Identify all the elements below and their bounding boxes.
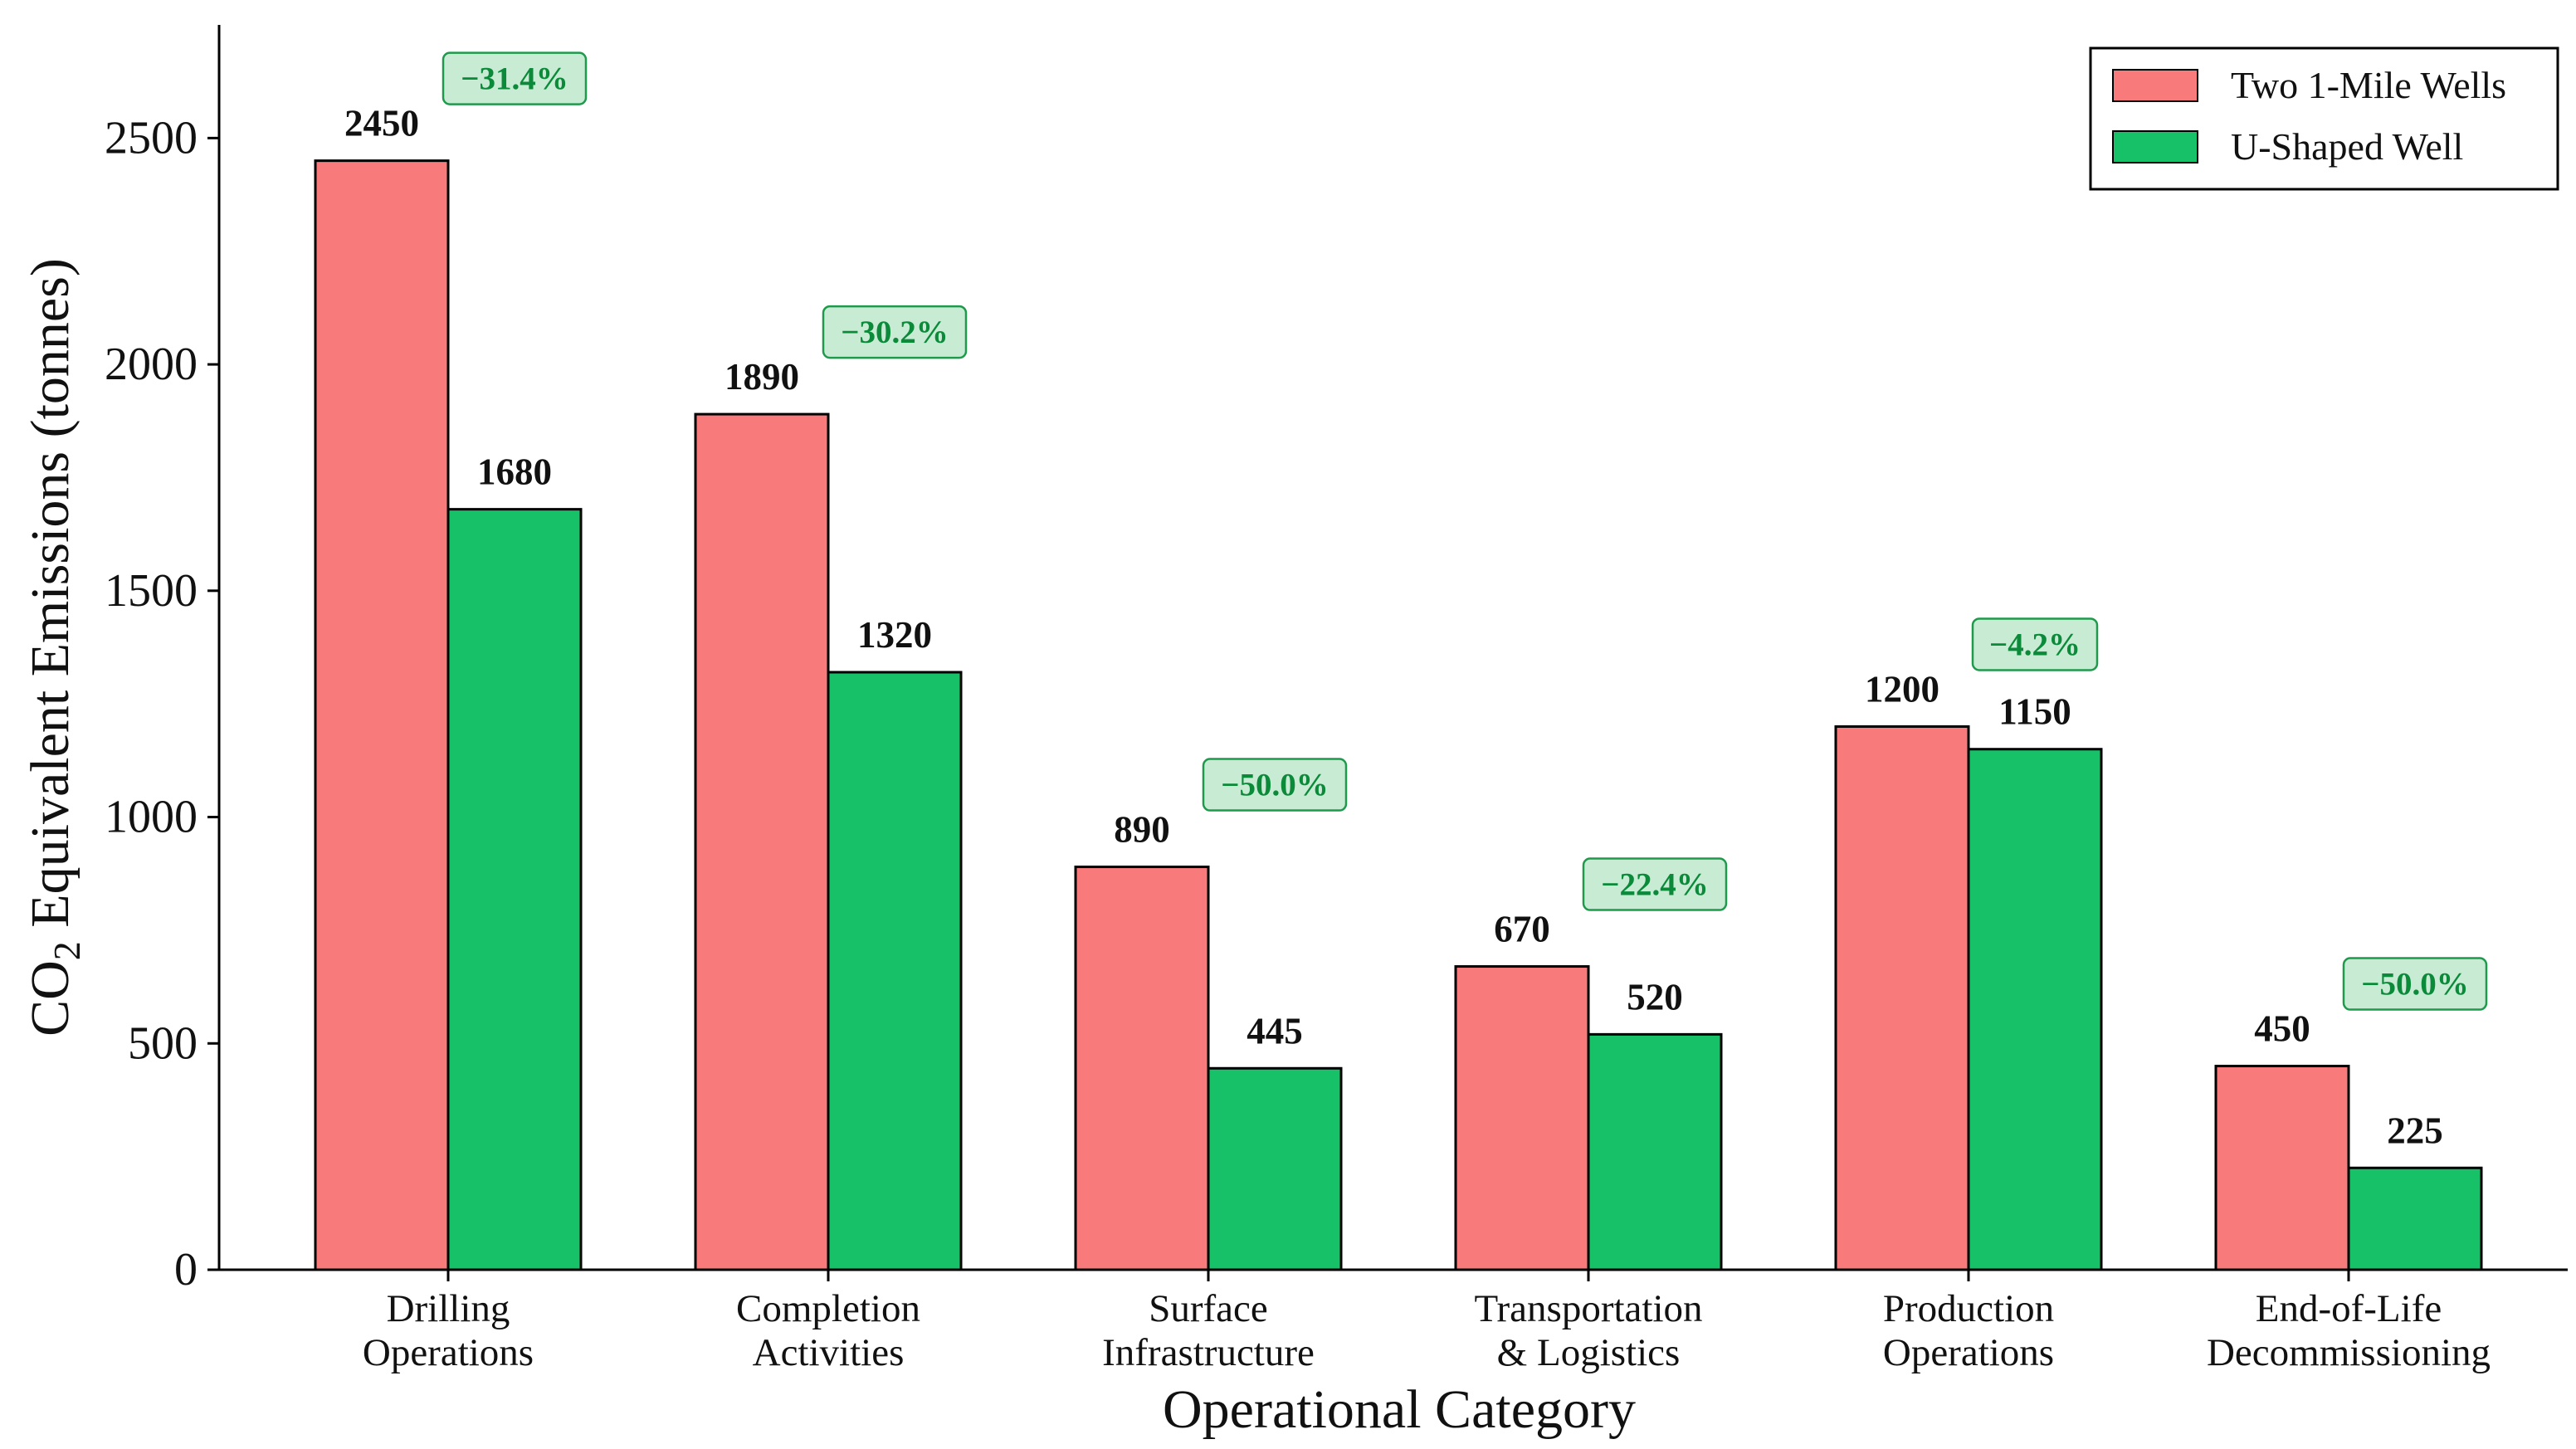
bar-two-wells xyxy=(2214,1065,2350,1271)
y-tick-label: 500 xyxy=(128,1017,198,1069)
y-axis-title-main: CO xyxy=(20,960,80,1037)
y-tick-label: 2500 xyxy=(105,112,198,163)
reduction-badge-label: −50.0% xyxy=(1221,768,1328,803)
reduction-badge-box xyxy=(1971,617,2099,671)
value-label-u-shaped: 1680 xyxy=(477,451,552,493)
legend: Two 1-Mile Wells U-Shaped Well xyxy=(2089,46,2559,191)
bar-u-shaped xyxy=(446,508,583,1271)
y-axis-title-rest: Equivalent Emissions (tonnes) xyxy=(20,258,80,941)
value-label-two-wells: 890 xyxy=(1114,809,1170,851)
y-tick-label: 0 xyxy=(174,1244,198,1295)
y-ticks-group: 0 500 1000 1500 2000 2500 xyxy=(105,112,219,1295)
reduction-badges-group: −31.4% −30.2% −50.0% −22.4% −4.2% −50.0% xyxy=(442,51,2488,1011)
bars-group xyxy=(314,159,2483,1271)
bar-two-wells xyxy=(694,412,830,1271)
bar-u-shaped xyxy=(1587,1032,1723,1271)
value-label-two-wells: 670 xyxy=(1494,909,1550,950)
reduction-badge-box xyxy=(442,51,588,105)
y-axis-title: CO2 Equivalent Emissions (tonnes) xyxy=(20,258,88,1037)
reduction-badge-box xyxy=(1202,758,1348,812)
value-labels-group: 2450 1680 1890 1320 890 445 670 520 1200 1150 450 2… xyxy=(344,103,2443,1152)
x-axis-title: Operational Category xyxy=(1163,1379,1636,1440)
reduction-badge-label: −50.0% xyxy=(2361,967,2468,1003)
value-label-two-wells: 2450 xyxy=(344,103,419,144)
value-label-u-shaped: 520 xyxy=(1627,976,1683,1017)
value-label-two-wells: 450 xyxy=(2254,1008,2310,1050)
bar-u-shaped xyxy=(2347,1166,2483,1271)
reduction-badge-box xyxy=(822,305,968,359)
x-tick-label: Completion Activities xyxy=(736,1287,920,1374)
x-tick-label: Production Operations xyxy=(1883,1287,2054,1374)
x-tick-label: Drilling Operations xyxy=(363,1287,534,1374)
reduction-badge-label: −30.2% xyxy=(841,315,948,350)
bar-two-wells xyxy=(1834,724,1970,1271)
bar-u-shaped xyxy=(1207,1066,1343,1271)
bar-two-wells xyxy=(1074,866,1210,1271)
axes-group xyxy=(217,25,2568,1271)
bar-two-wells xyxy=(314,159,450,1271)
value-label-two-wells: 1890 xyxy=(724,356,799,398)
legend-swatch-u-shaped xyxy=(2112,130,2198,163)
bar-two-wells xyxy=(1454,965,1590,1271)
reduction-badge-box xyxy=(2342,957,2488,1011)
value-label-u-shaped: 445 xyxy=(1247,1010,1303,1051)
legend-swatch-two-wells xyxy=(2112,69,2198,102)
value-label-u-shaped: 225 xyxy=(2387,1110,2443,1151)
y-tick-label: 2000 xyxy=(105,339,198,390)
legend-label-two-wells: Two 1-Mile Wells xyxy=(2231,64,2506,106)
x-tick-label: End-of-Life Decommissioning xyxy=(2207,1287,2491,1374)
value-label-u-shaped: 1320 xyxy=(857,614,932,656)
reduction-badge-box xyxy=(1582,857,1728,911)
legend-label-u-shaped: U-Shaped Well xyxy=(2231,125,2463,168)
bar-u-shaped xyxy=(827,671,963,1271)
value-label-two-wells: 1200 xyxy=(1865,668,1939,710)
x-tick-label: Surface Infrastructure xyxy=(1102,1287,1315,1374)
reduction-badge-label: −22.4% xyxy=(1601,867,1708,903)
y-axis-title-subscript: 2 xyxy=(46,941,88,960)
value-label-u-shaped: 1150 xyxy=(1998,691,2071,733)
reduction-badge-label: −31.4% xyxy=(461,61,568,97)
bar-u-shaped xyxy=(1967,748,2103,1271)
x-ticks-group: Drilling Operations Completion Activities Su… xyxy=(363,1270,2491,1374)
reduction-badge-label: −4.2% xyxy=(1989,627,2081,662)
x-tick-label: Transportation & Logistics xyxy=(1474,1287,1702,1374)
y-tick-label: 1000 xyxy=(105,792,198,843)
y-tick-label: 1500 xyxy=(105,565,198,617)
